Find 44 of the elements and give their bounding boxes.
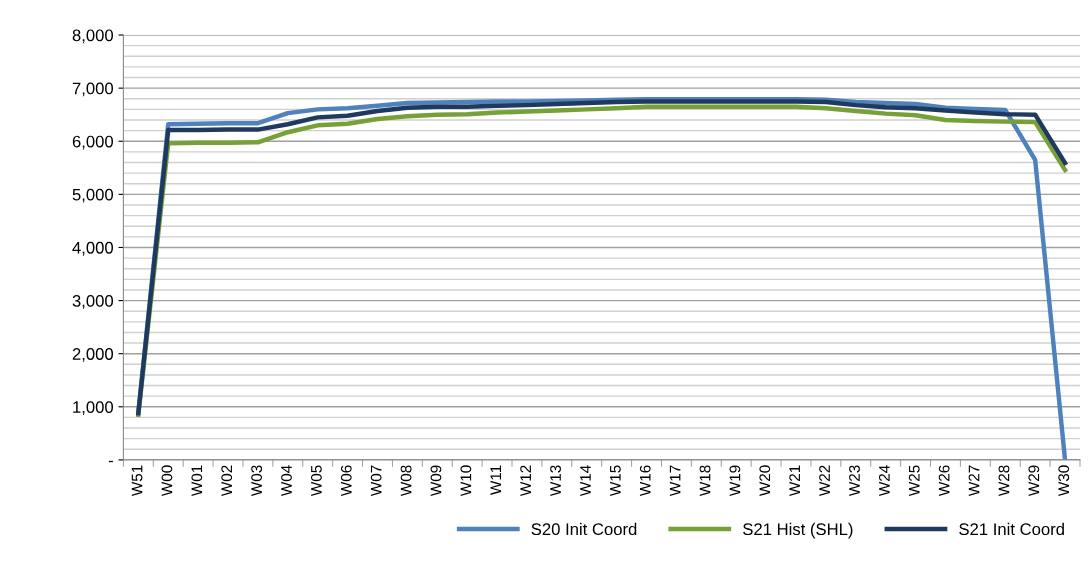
x-tick-label: W28 xyxy=(998,465,1010,497)
x-tick-label: W04 xyxy=(281,465,292,497)
x-tick-label: W05 xyxy=(310,465,322,497)
x-tick-label: W21 xyxy=(789,465,800,497)
x-tick-label: W18 xyxy=(699,465,711,497)
x-tick-label: W29 xyxy=(1028,465,1040,497)
x-tick-label: W16 xyxy=(639,465,651,497)
y-tick-label: 4,000 xyxy=(72,241,114,256)
x-tick-label: W20 xyxy=(759,465,771,497)
x-tick-label: W00 xyxy=(161,465,173,497)
y-tick-label: 1,000 xyxy=(73,401,114,415)
x-tick-label: W24 xyxy=(878,465,890,497)
x-tick-label: W08 xyxy=(400,465,412,497)
x-tick-label: W14 xyxy=(580,465,591,497)
y-tick-label: 5,000 xyxy=(72,188,114,203)
legend-label: S21 Init Coord xyxy=(959,522,1064,536)
x-tick-label: W30 xyxy=(1058,465,1070,497)
x-tick-label: W19 xyxy=(729,465,741,497)
x-tick-label: W51 xyxy=(131,465,143,497)
x-tick-label: W11 xyxy=(490,465,502,495)
x-tick-label: W07 xyxy=(370,465,382,497)
x-tick-label: W10 xyxy=(460,465,472,497)
y-tick-label: 7,000 xyxy=(72,82,114,97)
x-tick-label: W27 xyxy=(968,465,980,497)
x-tick-label: W06 xyxy=(340,465,352,497)
x-tick-label: W12 xyxy=(520,465,531,497)
x-tick-label: W25 xyxy=(908,465,920,497)
x-tick-label: W13 xyxy=(550,465,561,497)
x-tick-label: W03 xyxy=(251,465,263,497)
x-tick-label: W01 xyxy=(191,465,203,497)
x-tick-label: W09 xyxy=(430,465,442,497)
x-tick-label: W02 xyxy=(221,465,233,497)
legend-label: S20 Init Coord xyxy=(531,522,637,536)
x-tick-label: W26 xyxy=(938,465,950,497)
y-tick-label: 3,000 xyxy=(72,294,114,309)
y-tick-label: 8,000 xyxy=(72,29,114,44)
x-tick-label: W17 xyxy=(669,465,681,497)
y-tick-label: - xyxy=(108,460,113,463)
x-tick-label: W22 xyxy=(819,465,830,497)
legend-label: S21 Hist (SHL) xyxy=(743,522,853,539)
x-tick-label: W15 xyxy=(610,465,621,497)
x-tick-label: W23 xyxy=(849,465,860,497)
y-tick-label: 2,000 xyxy=(72,348,114,362)
y-tick-label: 6,000 xyxy=(72,135,114,150)
